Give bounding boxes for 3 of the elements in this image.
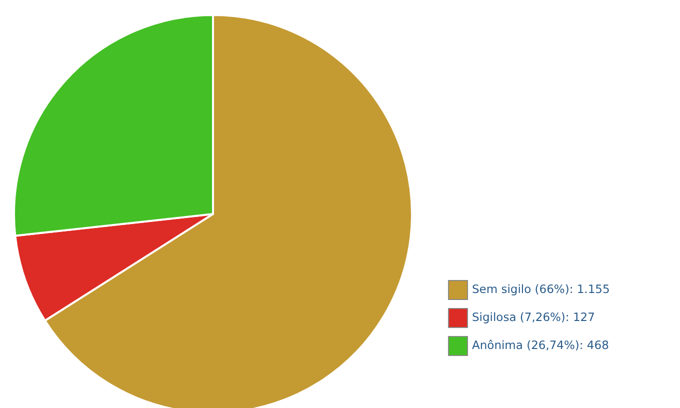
legend-label: Sem sigilo (66%): 1.155 (472, 282, 610, 296)
legend-label: Anônima (26,74%): 468 (472, 338, 609, 352)
legend-label: Sigilosa (7,26%): 127 (472, 310, 595, 324)
